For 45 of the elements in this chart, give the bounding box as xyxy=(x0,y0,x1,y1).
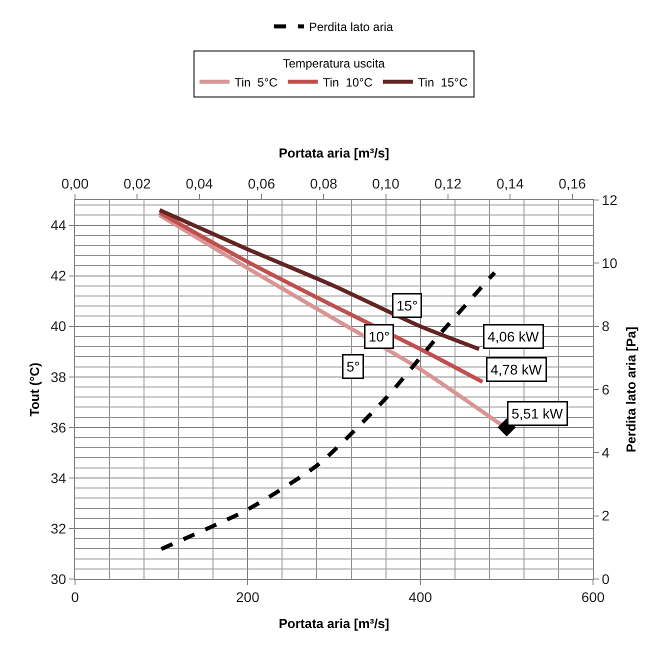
x2-tick-label: 0,08 xyxy=(310,175,338,192)
annotation: 5° xyxy=(346,358,360,374)
x2-tick-label: 0,04 xyxy=(186,175,214,192)
y-axis-title: Tout (°C) xyxy=(27,362,42,417)
y2-tick-label: 12 xyxy=(602,192,618,208)
y-tick-label: 38 xyxy=(50,368,66,385)
legend-title: Temperatura uscita xyxy=(282,56,386,70)
x2-axis-title: Portata aria [m³/s] xyxy=(278,146,390,160)
x2-tick-label: 0,10 xyxy=(372,175,400,192)
y-tick-label: 34 xyxy=(50,470,66,486)
legend-label: Tin 15°C xyxy=(418,75,468,90)
annotation: 4,78 kW xyxy=(490,362,543,378)
x-tick-label: 0 xyxy=(71,588,80,605)
x-axis-title: Portata aria [m³/s] xyxy=(278,616,390,631)
legend-label: Tin 5°C xyxy=(234,75,278,90)
annotation: 10° xyxy=(368,328,390,344)
x-tick-label: 400 xyxy=(408,588,432,605)
annotation: 15° xyxy=(396,298,418,314)
x2-tick-label: 0,12 xyxy=(434,175,462,192)
y2-tick-label: 8 xyxy=(602,318,610,334)
y-tick-label: 32 xyxy=(50,520,66,536)
y-tick-label: 40 xyxy=(50,318,66,334)
legend-label: Tin 10°C xyxy=(322,75,373,90)
line-series xyxy=(158,208,482,352)
x2-tick-label: 0,14 xyxy=(496,175,524,192)
y2-tick-label: 6 xyxy=(602,381,610,398)
y-tick-label: 44 xyxy=(50,217,66,234)
x-tick-label: 200 xyxy=(236,588,260,605)
y2-tick-label: 0 xyxy=(602,570,610,587)
x2-tick-label: 0,00 xyxy=(61,175,89,192)
legend-label: Perdita lato aria xyxy=(309,20,394,34)
y2-tick-label: 4 xyxy=(602,444,610,461)
y-tick-label: 36 xyxy=(50,419,66,436)
x2-tick-label: 0,16 xyxy=(558,175,586,192)
x2-tick-label: 0,06 xyxy=(248,175,276,192)
y2-tick-label: 2 xyxy=(602,508,610,524)
y-tick-label: 30 xyxy=(50,570,66,587)
annotation: 4,06 kW xyxy=(488,328,540,344)
x-tick-label: 600 xyxy=(581,588,605,605)
annotation: 5,51 kW xyxy=(512,406,564,422)
y2-axis-title: Perdita lato aria [Pa] xyxy=(624,326,638,452)
y2-tick-label: 10 xyxy=(602,255,618,272)
x2-tick-label: 0,02 xyxy=(124,175,151,192)
line-series xyxy=(158,210,484,384)
y-tick-label: 42 xyxy=(50,268,66,284)
